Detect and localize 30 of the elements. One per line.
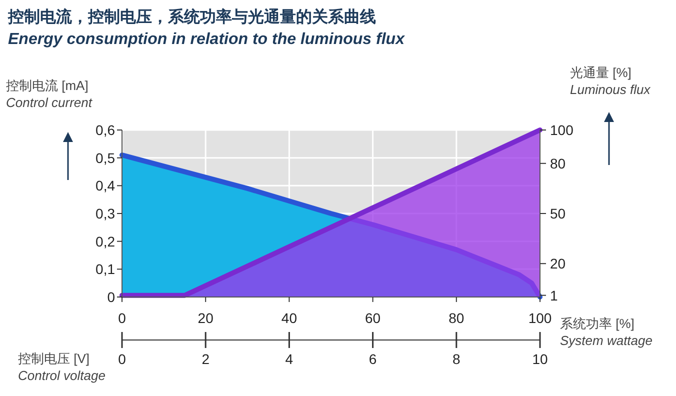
x2-tick-label: 8 [452, 351, 460, 367]
x2-tick-label: 6 [368, 351, 377, 367]
x2-tick-label: 4 [285, 351, 294, 367]
x2-tick-label: 2 [202, 351, 210, 367]
x-tick-label: 60 [365, 310, 381, 326]
y2-tick-label: 50 [550, 206, 566, 222]
y-tick-label: 0,6 [96, 122, 116, 138]
y-tick-label: 0,4 [96, 178, 116, 194]
x-tick-label: 100 [528, 310, 552, 326]
x-tick-label: 80 [448, 310, 464, 326]
x-tick-label: 20 [198, 310, 214, 326]
y2-axis-title: 光通量 [%] Luminous flux [570, 65, 651, 97]
x-tick-label: 40 [281, 310, 298, 326]
y-axis-title: 控制电流 [mA] Control current [6, 78, 94, 110]
chart-subtitle: Energy consumption in relation to the luminous flux [8, 31, 406, 48]
x2-tick-label: 0 [118, 351, 126, 367]
x2-axis-title: 控制电压 [V] Control voltage [18, 351, 106, 383]
y-tick-label: 0,5 [96, 150, 116, 166]
y2-tick-label: 1 [550, 287, 558, 304]
y-tick-label: 0,3 [96, 206, 116, 222]
y-tick-label: 0,2 [96, 233, 116, 250]
y-tick-label: 0,1 [96, 261, 116, 278]
y2-tick-label: 80 [550, 155, 566, 172]
x2-tick-label: 10 [532, 351, 548, 367]
x-tick-label: 0 [118, 310, 126, 326]
y2-tick-label: 20 [550, 256, 566, 272]
y-tick-label: 0 [107, 289, 116, 305]
y2-tick-label: 100 [550, 122, 574, 138]
chart-title: 控制电流，控制电压，系统功率与光通量的关系曲线 [7, 7, 376, 26]
x-axis-title: 系统功率 [%] System wattage [560, 316, 652, 348]
